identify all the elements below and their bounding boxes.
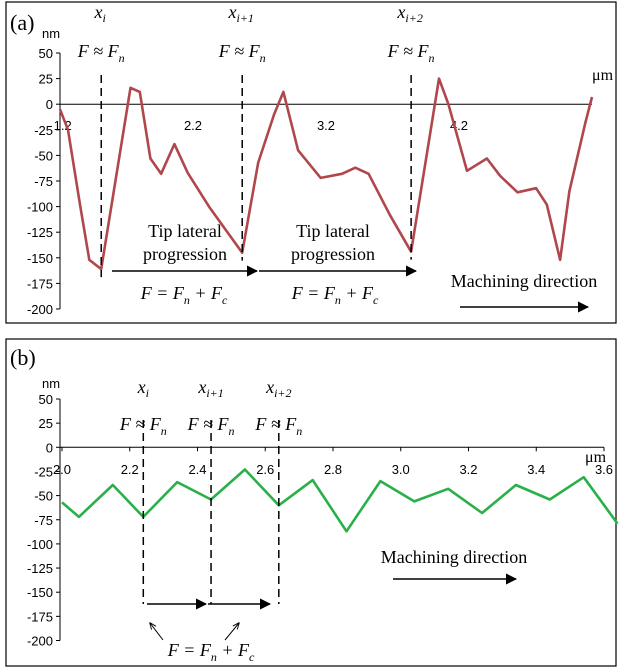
panel-a-y-tick-label: -150 <box>27 251 53 266</box>
panel-b-force-label: F = Fn + Fc <box>167 640 255 664</box>
panel-a-x-tick-label: 2.2 <box>184 118 202 133</box>
panel-b-force-pointer-left <box>150 623 164 641</box>
panel-b-y-axis: 50 25 0 -25 -50 -75 -100 -125 -150 -175 -200 <box>27 392 604 649</box>
panel-a-y-tick-label: -175 <box>27 276 53 291</box>
panel-a-force-label-1: F = Fn + Fc <box>140 283 228 307</box>
panel-b-x-tick-label: 2.2 <box>121 462 139 477</box>
panel-b-x-tick-label: 3.2 <box>459 462 477 477</box>
panel-b-y-tick-label: -200 <box>27 634 53 649</box>
panel-b-x-tick-label: 2.0 <box>53 462 71 477</box>
panel-a-y-tick-label: 0 <box>46 97 53 112</box>
panel-a-marker-label: xi+2 <box>396 2 422 25</box>
panel-a-marker-formula: F ≈ Fn <box>387 41 435 65</box>
panel-b-marker-label: xi+1 <box>197 377 223 400</box>
panel-b-machining-direction-label: Machining direction <box>381 547 527 567</box>
panel-a-y-unit: nm <box>42 26 60 41</box>
panel-b-frame <box>5 338 617 667</box>
panel-a-marker-label: xi <box>94 2 106 25</box>
panel-a-markers: xi F ≈ Fn xi+1 F ≈ Fn xi+2 F ≈ Fn <box>77 2 435 278</box>
panel-a-y-axis: 50 25 0 -25 -50 -75 -100 -125 -150 -175 -200 <box>27 46 592 317</box>
panel-b-label: (b) <box>10 345 36 370</box>
panel-a-y-tick-label: -50 <box>34 148 53 163</box>
panel-a-machining-direction-label: Machining direction <box>451 271 597 291</box>
panel-b-y-tick-label: 50 <box>39 392 53 407</box>
panel-b-x-tick-label: 3.4 <box>527 462 545 477</box>
panel-b-force-pointer-right <box>224 623 239 641</box>
panel-a-force-label-2: F = Fn + Fc <box>291 283 379 307</box>
panel-b-y-tick-label: -25 <box>34 464 53 479</box>
panel-b-x-tick-label: 3.0 <box>392 462 410 477</box>
panel-b-y-tick-label: -175 <box>27 609 53 624</box>
panel-b-y-tick-label: -125 <box>27 561 53 576</box>
panel-b-x-tick-label: 2.6 <box>256 462 274 477</box>
panel-b-marker-formula: F ≈ Fn <box>254 414 302 438</box>
panel-a-segment-2-line-1: Tip lateral <box>296 221 370 241</box>
panel-b-y-tick-label: 0 <box>46 440 53 455</box>
panel-b-markers: xi F ≈ Fn xi+1 F ≈ Fn xi+2 F ≈ Fn <box>119 377 302 604</box>
panel-a-series <box>58 77 594 271</box>
panel-b-y-tick-label: -50 <box>34 489 53 504</box>
panel-a-marker-formula: F ≈ Fn <box>218 41 266 65</box>
panel-b-series-line <box>61 468 619 533</box>
panel-a-label: (a) <box>10 10 34 35</box>
panel-a-segment-1-line-1: Tip lateral <box>148 221 222 241</box>
panel-a-y-tick-label: 50 <box>39 46 53 61</box>
panel-a-marker-label: xi+1 <box>227 2 253 25</box>
panel-a-series-line <box>58 77 594 271</box>
panel-b-x-tick-label: 2.8 <box>324 462 342 477</box>
panel-a-x-tick-label: 3.2 <box>317 118 335 133</box>
panel-a: (a) nm μm 50 25 0 -25 -50 -75 -100 -125 -150 -175… <box>5 1 617 324</box>
panel-b-marker-formula: F ≈ Fn <box>119 414 167 438</box>
panel-b-marker-formula: F ≈ Fn <box>187 414 235 438</box>
panel-a-x-unit: μm <box>592 67 614 84</box>
panel-a-y-tick-label: -200 <box>27 302 53 317</box>
panel-b-y-unit: nm <box>42 376 60 391</box>
panel-a-segment-2-line-2: progression <box>291 244 375 264</box>
panel-a-y-tick-label: -75 <box>34 174 53 189</box>
panel-b-x-tick-label: 3.6 <box>595 462 613 477</box>
panel-b-y-tick-label: -75 <box>34 513 53 528</box>
panel-a-y-tick-label: 25 <box>39 72 53 87</box>
panel-b-y-tick-label: -100 <box>27 537 53 552</box>
panel-a-x-tick-labels: 1.2 2.2 3.2 4.2 <box>54 118 468 133</box>
panel-b-x-tick-labels: 2.0 2.2 2.4 2.6 2.8 3.0 3.2 3.4 3.6 <box>53 447 613 477</box>
panel-a-y-tick-label: -25 <box>34 123 53 138</box>
panel-a-y-tick-label: -125 <box>27 225 53 240</box>
panel-b-marker-label: xi+2 <box>265 377 291 400</box>
panel-a-segment-1-line-2: progression <box>143 244 227 264</box>
panel-b-y-tick-label: 25 <box>39 416 53 431</box>
panel-b-marker-label: xi <box>137 377 149 400</box>
panel-b-x-tick-label: 2.4 <box>188 462 206 477</box>
panel-b-x-unit: μm <box>585 449 607 466</box>
panel-a-marker-formula: F ≈ Fn <box>77 41 125 65</box>
panel-a-frame <box>5 1 617 324</box>
panel-b: (b) nm μm 50 25 0 -25 -50 -75 -100 -125 -150 -175… <box>5 338 619 667</box>
panel-b-y-tick-label: -150 <box>27 585 53 600</box>
panel-a-y-tick-label: -100 <box>27 200 53 215</box>
